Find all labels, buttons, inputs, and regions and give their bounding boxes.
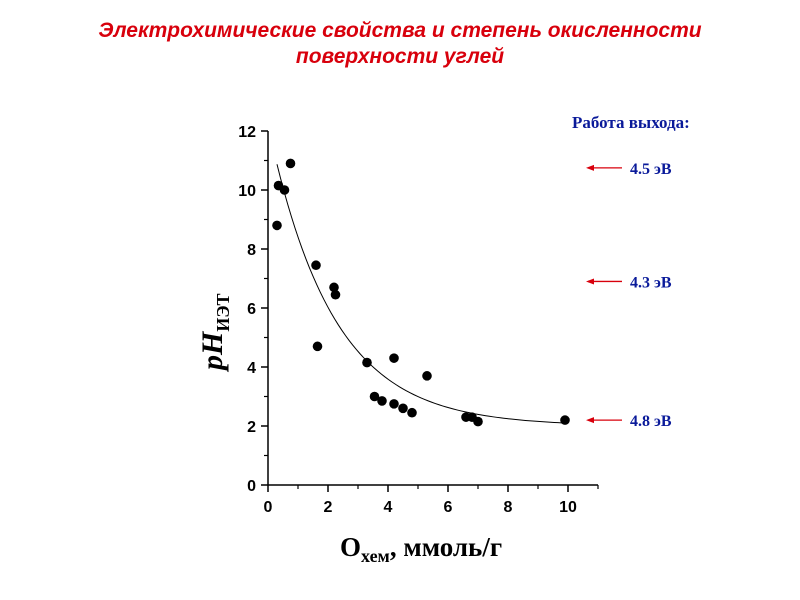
x-tick-label: 8 bbox=[504, 499, 513, 516]
data-point bbox=[560, 415, 570, 425]
chart-axes: 0 2 4 6 8 10 12 0 2 4 6 8 10 bbox=[238, 124, 599, 516]
x-tick-label: 10 bbox=[559, 499, 577, 516]
x-axis-label-units: , ммоль/г bbox=[390, 532, 502, 562]
x-tick-label: 0 bbox=[264, 499, 273, 516]
data-points bbox=[272, 158, 570, 427]
data-point bbox=[407, 407, 417, 418]
data-point bbox=[311, 260, 321, 271]
fit-curve-group bbox=[276, 164, 566, 424]
work-function-label: 4.3 эВ bbox=[630, 274, 672, 291]
data-point bbox=[279, 185, 290, 195]
data-point bbox=[389, 353, 399, 363]
work-function-label: 4.5 эВ bbox=[630, 161, 672, 178]
y-tick-label: 2 bbox=[247, 419, 256, 436]
page-title: Электрохимические свойства и степень оки… bbox=[0, 18, 800, 70]
y-tick-label: 10 bbox=[238, 183, 256, 200]
y-tick-label: 6 bbox=[247, 301, 256, 318]
data-point bbox=[398, 403, 408, 414]
work-function-label: 4.8 эВ bbox=[630, 413, 672, 430]
data-point bbox=[330, 289, 341, 300]
data-point bbox=[272, 220, 282, 231]
data-point bbox=[362, 357, 372, 368]
x-tick-label: 6 bbox=[444, 499, 453, 516]
data-point bbox=[389, 399, 399, 409]
data-point bbox=[422, 371, 432, 381]
fit-curve bbox=[276, 164, 566, 424]
x-tick-label: 4 bbox=[384, 499, 393, 516]
data-point bbox=[312, 341, 323, 352]
x-tick-label: 2 bbox=[324, 499, 333, 516]
data-point bbox=[285, 158, 296, 169]
data-point bbox=[369, 391, 380, 402]
data-point bbox=[329, 282, 339, 293]
data-point bbox=[377, 396, 387, 406]
y-axis-label: pHИЭТ bbox=[196, 293, 233, 373]
y-tick-label: 12 bbox=[238, 124, 256, 141]
work-function-arrowhead bbox=[586, 278, 594, 285]
y-tick-label: 8 bbox=[247, 242, 256, 259]
y-tick-label: 0 bbox=[247, 478, 256, 495]
x-axis-label: Oхем, ммоль/г bbox=[340, 532, 502, 566]
x-axis-label-sub: хем bbox=[361, 546, 390, 566]
x-axis-label-main: O bbox=[340, 532, 361, 562]
work-function-title: Работа выхода: bbox=[572, 113, 690, 132]
work-function-arrowhead bbox=[586, 164, 594, 171]
y-axis-label-main: pH bbox=[196, 330, 229, 373]
y-tick-label: 4 bbox=[247, 360, 256, 377]
page-title-line-2: поверхности углей bbox=[295, 45, 505, 68]
work-function-arrowhead bbox=[586, 417, 594, 424]
page-title-line-1: Электрохимические свойства и степень оки… bbox=[98, 19, 702, 42]
data-point bbox=[473, 416, 483, 427]
work-function-markers: 4.5 эВ 4.3 эВ 4.8 эВ bbox=[586, 161, 672, 430]
y-axis-label-sub: ИЭТ bbox=[213, 293, 233, 331]
